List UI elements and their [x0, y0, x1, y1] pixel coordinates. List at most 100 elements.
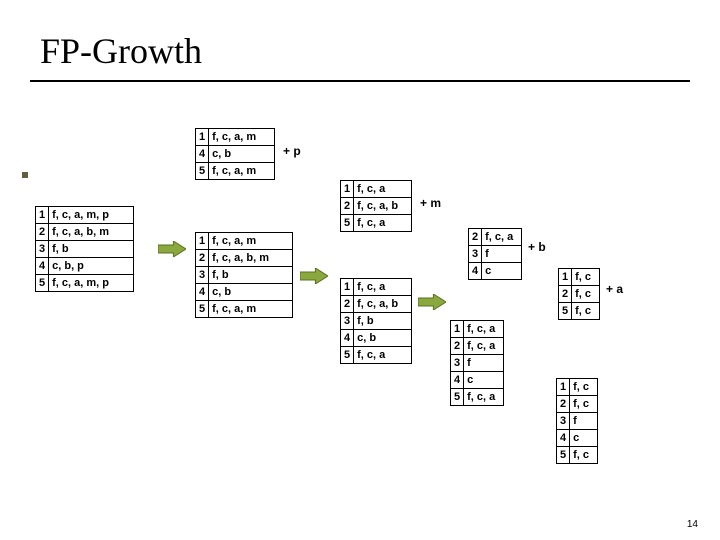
row-items: f, c	[570, 379, 598, 396]
row-items: f, c, a, m	[209, 301, 293, 318]
table-row: 4c, b	[196, 146, 275, 163]
table-row: 1f, c	[557, 379, 598, 396]
row-id: 2	[451, 338, 464, 355]
row-items: f, c, a	[354, 279, 412, 296]
table-row: 5f, c, a, m	[196, 301, 293, 318]
row-items: f, b	[354, 313, 412, 330]
row-id: 2	[341, 296, 354, 313]
table-row: 3f	[451, 355, 504, 372]
table-row: 5f, c	[559, 303, 600, 320]
table-row: 5f, c	[557, 447, 598, 464]
row-id: 2	[557, 396, 570, 413]
table-row: 4c	[557, 430, 598, 447]
row-items: c, b	[209, 146, 275, 163]
row-items: f, c, a, m, p	[49, 207, 134, 224]
table-row: 1f, c	[559, 269, 600, 286]
arrow-icon	[158, 241, 186, 257]
row-id: 4	[469, 263, 482, 280]
row-items: f, c, a, m, p	[49, 275, 134, 292]
row-items: f, c, a	[354, 215, 412, 232]
row-id: 5	[196, 301, 209, 318]
table-t_p: 1f, c, a, m4c, b5f, c, a, m	[195, 128, 275, 180]
row-id: 3	[557, 413, 570, 430]
row-id: 1	[196, 233, 209, 250]
table-row: 3f, b	[36, 241, 134, 258]
row-items: f, c	[572, 303, 600, 320]
row-items: f, c	[570, 447, 598, 464]
row-items: f, c, a	[354, 347, 412, 364]
row-items: f, c, a, b	[354, 296, 412, 313]
row-id: 2	[36, 224, 49, 241]
row-items: c, b	[209, 284, 293, 301]
table-t_m: 1f, c, a2f, c, a, b5f, c, a	[340, 180, 412, 232]
row-id: 5	[451, 389, 464, 406]
row-id: 1	[36, 207, 49, 224]
row-items: f, c	[570, 396, 598, 413]
row-id: 5	[196, 163, 209, 180]
table-row: 5f, c, a	[341, 215, 412, 232]
row-id: 5	[557, 447, 570, 464]
row-items: f, b	[209, 267, 293, 284]
row-items: f, c, a, b	[354, 198, 412, 215]
bullet-icon	[22, 172, 28, 178]
row-items: f, c, a	[482, 229, 522, 246]
row-items: f, c, a	[354, 181, 412, 198]
row-id: 4	[557, 430, 570, 447]
arrow-icon	[300, 268, 328, 284]
table-row: 2f, c, a, b	[341, 296, 412, 313]
table-row: 2f, c, a	[469, 229, 522, 246]
table-t_ba: 1f, c, a2f, c, a3f4c5f, c, a	[450, 320, 504, 406]
table-row: 5f, c, a, m	[196, 163, 275, 180]
row-id: 4	[196, 284, 209, 301]
row-id: 1	[196, 129, 209, 146]
row-items: c	[570, 430, 598, 447]
row-id: 1	[341, 279, 354, 296]
title-underline	[30, 80, 690, 82]
row-items: f, c, a	[464, 338, 504, 355]
table-row: 1f, c, a	[341, 279, 412, 296]
table-row: 3f, b	[341, 313, 412, 330]
table-row: 1f, c, a, m, p	[36, 207, 134, 224]
row-id: 5	[341, 215, 354, 232]
table-row: 2f, c, a, b	[341, 198, 412, 215]
row-id: 5	[559, 303, 572, 320]
row-id: 2	[469, 229, 482, 246]
row-id: 3	[341, 313, 354, 330]
table-row: 2f, c, a	[451, 338, 504, 355]
table-row: 4c, b	[341, 330, 412, 347]
table-row: 2f, c	[557, 396, 598, 413]
row-items: f	[482, 246, 522, 263]
table-t_ac: 1f, c2f, c3f4c5f, c	[556, 378, 598, 464]
table-t_b: 2f, c, a3f4c	[468, 228, 522, 280]
row-items: c, b, p	[49, 258, 134, 275]
table-row: 1f, c, a	[341, 181, 412, 198]
row-items: f, c, a, m	[209, 129, 275, 146]
row-items: f, c, a, b, m	[49, 224, 134, 241]
row-id: 1	[557, 379, 570, 396]
table-t0: 1f, c, a, m, p2f, c, a, b, m3f, b4c, b, …	[35, 206, 134, 292]
row-id: 3	[469, 246, 482, 263]
row-id: 3	[36, 241, 49, 258]
row-id: 1	[559, 269, 572, 286]
table-row: 4c	[451, 372, 504, 389]
row-id: 1	[341, 181, 354, 198]
suffix-label: + b	[528, 240, 546, 254]
table-row: 1f, c, a	[451, 321, 504, 338]
arrow-icon	[418, 294, 446, 310]
table-row: 2f, c, a, b, m	[36, 224, 134, 241]
row-items: f, c, a	[464, 321, 504, 338]
table-row: 5f, c, a	[341, 347, 412, 364]
row-id: 4	[196, 146, 209, 163]
row-items: f	[570, 413, 598, 430]
suffix-label: + p	[283, 144, 301, 158]
row-id: 4	[451, 372, 464, 389]
table-row: 3f	[557, 413, 598, 430]
table-row: 3f	[469, 246, 522, 263]
table-row: 4c, b	[196, 284, 293, 301]
table-row: 1f, c, a, m	[196, 233, 293, 250]
row-items: f, c, a, m	[209, 163, 275, 180]
row-id: 4	[341, 330, 354, 347]
row-id: 4	[36, 258, 49, 275]
row-items: f, c, a	[464, 389, 504, 406]
row-items: f, c	[572, 286, 600, 303]
